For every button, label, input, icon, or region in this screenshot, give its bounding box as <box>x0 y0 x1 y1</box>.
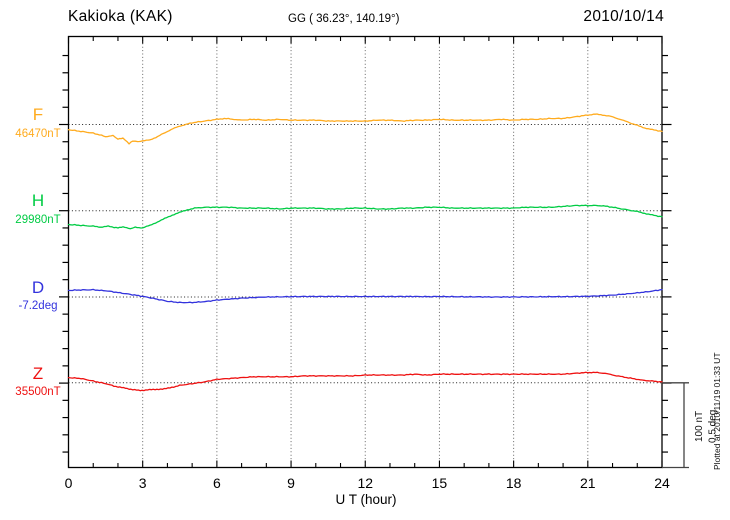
x-tick-label-6: 6 <box>212 475 221 491</box>
x-tick-label-9: 9 <box>287 475 295 491</box>
trace-F <box>67 113 663 145</box>
baseline-value-F: 46470nT <box>15 128 61 140</box>
geographic-coordinates: GG ( 36.23°, 140.19°) <box>288 13 400 25</box>
x-axis-title: U T (hour) <box>335 492 397 507</box>
component-letter-D: D <box>31 278 45 297</box>
scale-bar-label-nt: 100 nT <box>694 410 705 442</box>
component-baseline-F: 46470nT <box>6 128 70 141</box>
trace-Z <box>67 371 663 392</box>
station-title: Kakioka (KAK) <box>68 8 173 25</box>
component-letter-Z: Z <box>32 364 44 383</box>
x-tick-label-15: 15 <box>431 475 448 491</box>
x-tick-label-12: 12 <box>357 475 374 491</box>
x-tick-label-21: 21 <box>580 475 596 491</box>
trace-H <box>67 204 663 230</box>
x-tick-label-3: 3 <box>138 475 147 491</box>
component-baseline-D: -7.2deg <box>6 300 70 313</box>
component-label-H: H <box>6 192 70 209</box>
plotted-at-note: Plotted at 2010/11/19 01:33 UT <box>712 352 722 470</box>
plot-date: 2010/10/14 <box>583 8 664 25</box>
baseline-value-H: 29980nT <box>15 214 61 226</box>
baseline-value-D: -7.2deg <box>18 300 58 312</box>
baseline-value-Z: 35500nT <box>15 386 61 398</box>
component-label-Z: Z <box>6 365 70 382</box>
component-baseline-Z: 35500nT <box>6 386 70 399</box>
component-label-F: F <box>6 106 70 123</box>
component-baseline-H: 29980nT <box>6 214 70 227</box>
component-letter-H: H <box>31 191 45 210</box>
component-letter-F: F <box>32 105 44 124</box>
trace-D <box>67 288 663 304</box>
x-tick-label-18: 18 <box>505 475 522 491</box>
x-tick-label-0: 0 <box>64 475 73 491</box>
component-label-D: D <box>6 279 70 296</box>
x-tick-label-24: 24 <box>654 475 670 491</box>
